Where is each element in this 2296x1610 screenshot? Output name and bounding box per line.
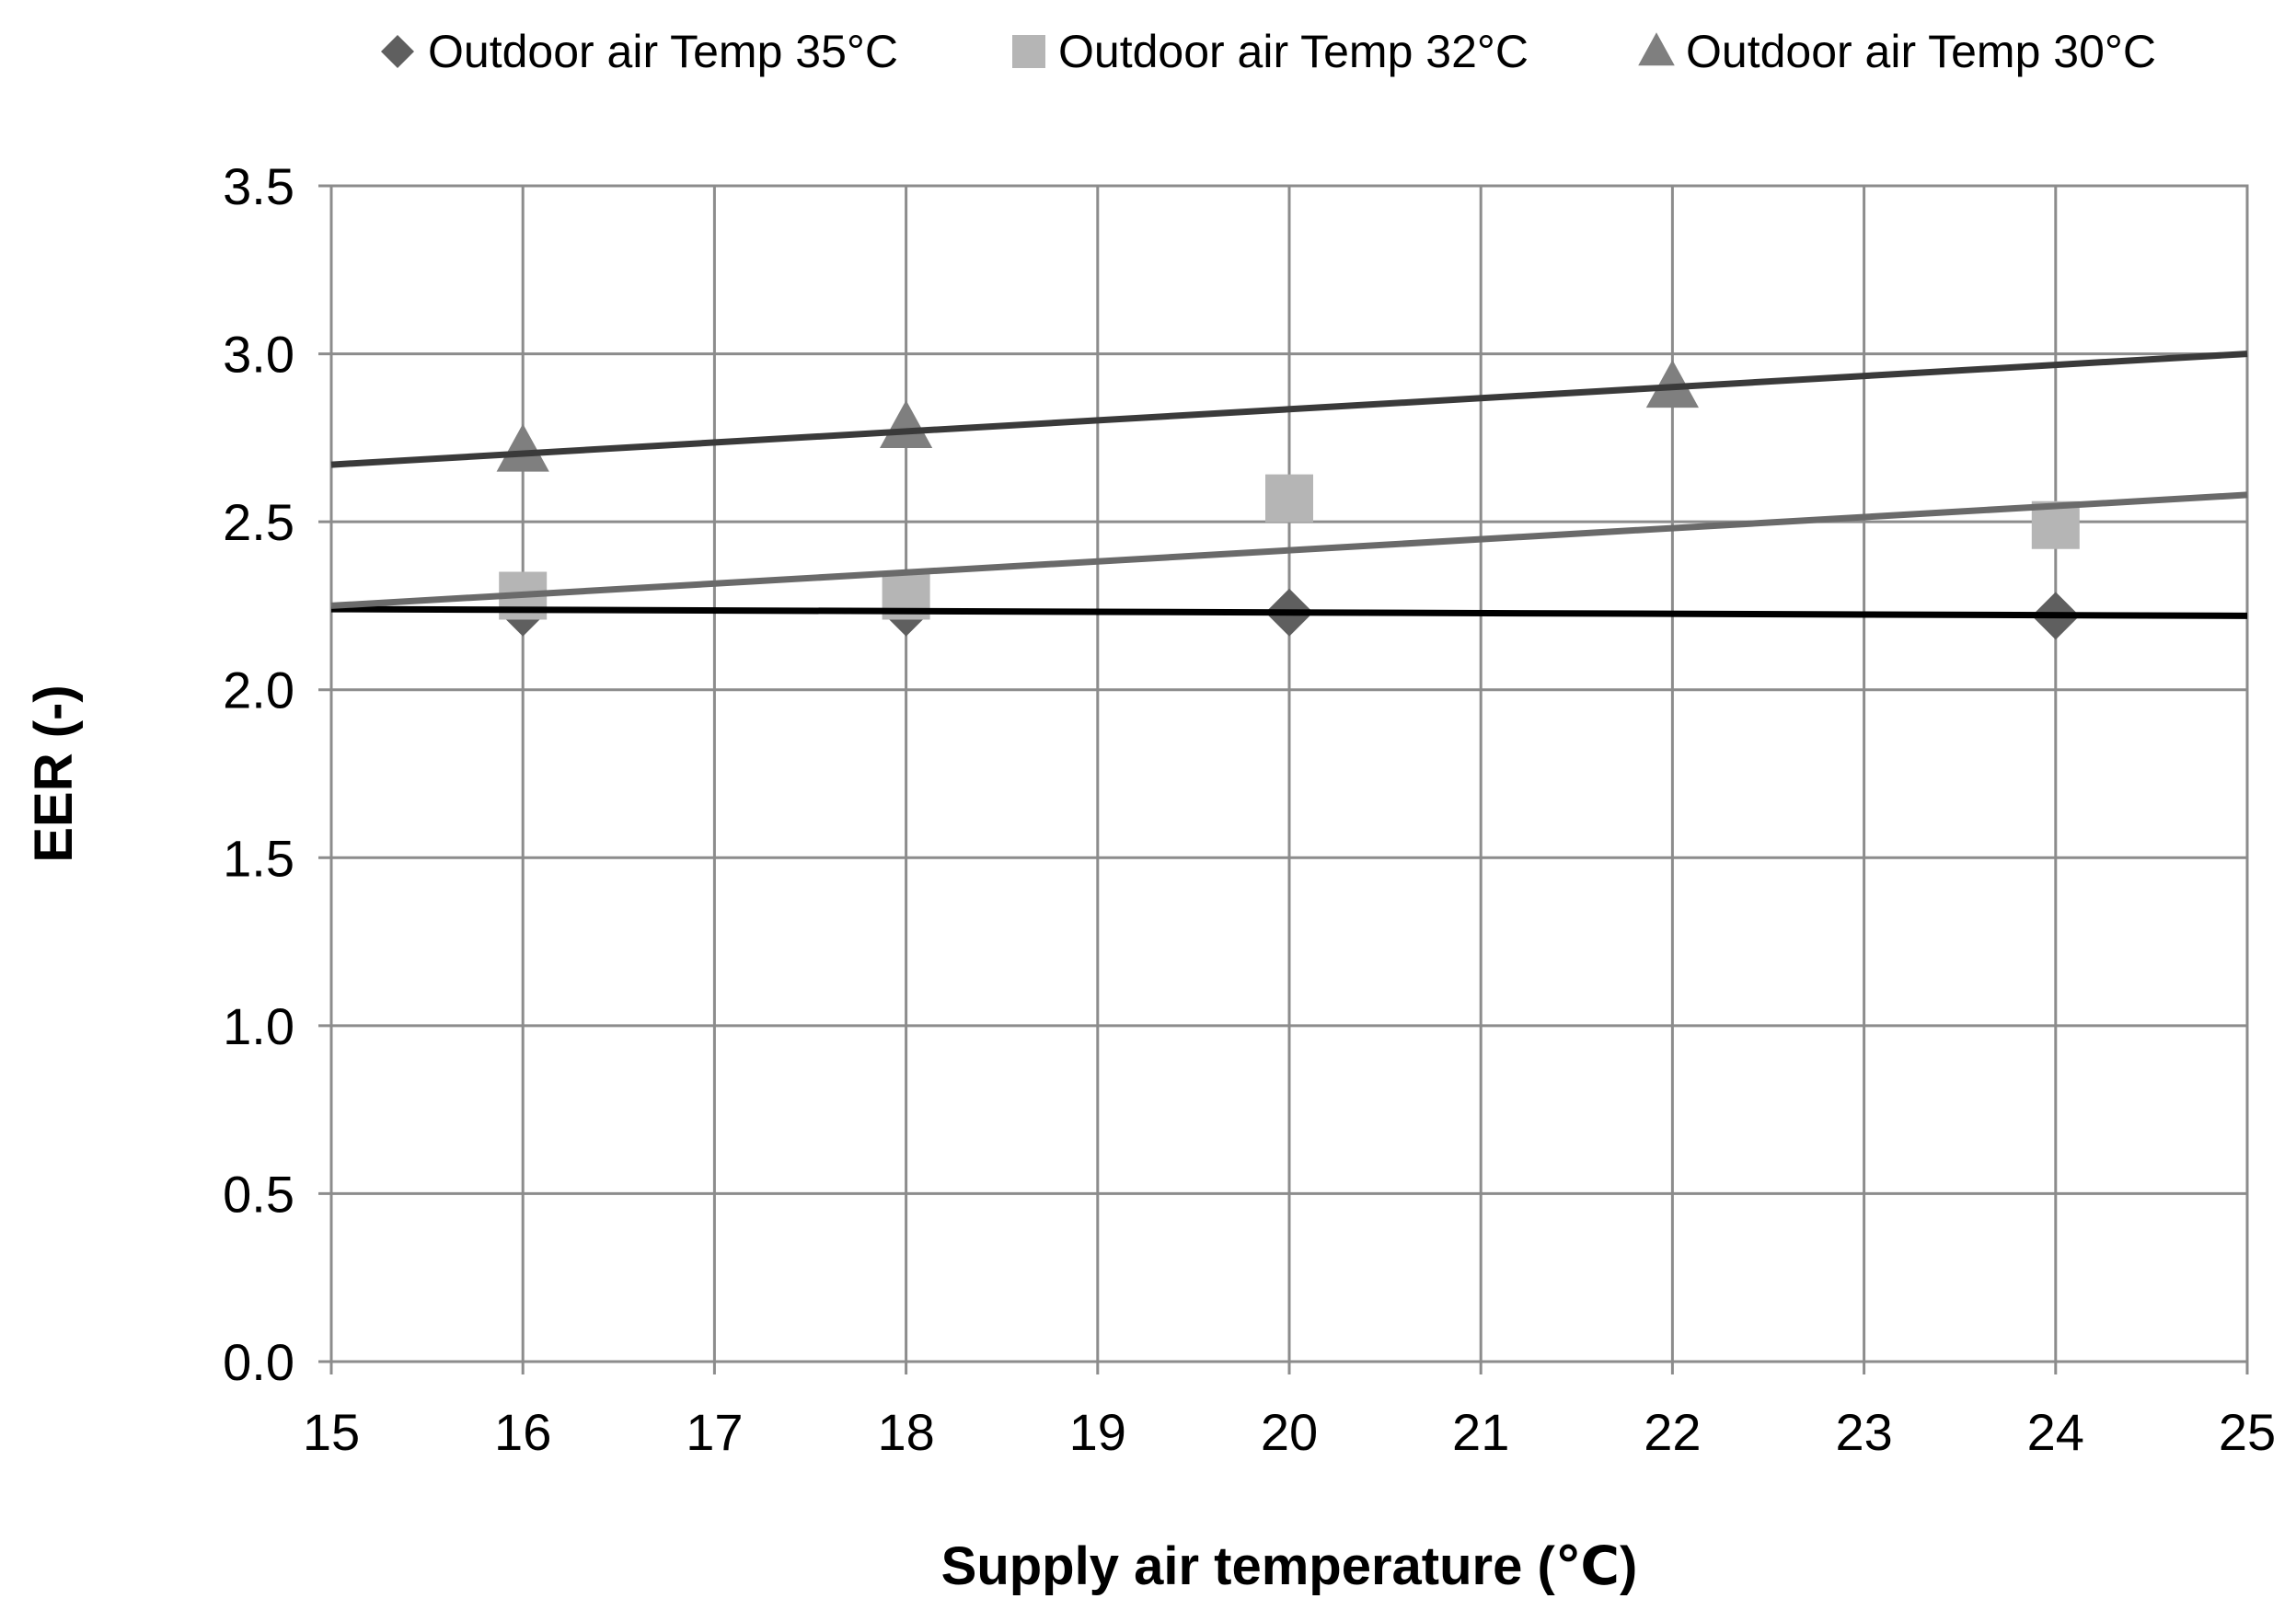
y-tick-label: 2.0 bbox=[223, 661, 294, 719]
legend-item-30: Outdoor air Temp 30°C bbox=[1638, 26, 2156, 77]
x-tick-label: 21 bbox=[1452, 1403, 1509, 1461]
x-tick-label: 24 bbox=[2027, 1403, 2084, 1461]
x-axis-title: Supply air temperature (℃) bbox=[941, 1536, 1638, 1596]
point-triangle bbox=[1645, 360, 1699, 408]
tick-labels: 15 16 17 18 19 20 21 22 23 24 25 0.0 0.5 1.0 1.5 2.0 2.5… bbox=[223, 157, 2276, 1461]
legend-marker-square bbox=[1012, 35, 1045, 68]
y-tick-label: 3.5 bbox=[223, 157, 294, 215]
point-square bbox=[2031, 500, 2080, 549]
y-tick-label: 1.5 bbox=[223, 829, 294, 887]
trendline bbox=[330, 605, 2248, 619]
grid bbox=[318, 184, 2249, 1374]
point-triangle bbox=[496, 423, 549, 472]
y-axis-title: EER (-) bbox=[24, 684, 84, 862]
legend-label-35: Outdoor air Temp 35°C bbox=[428, 26, 898, 77]
legend-marker-triangle bbox=[1638, 32, 1675, 66]
legend-label-30: Outdoor air Temp 30°C bbox=[1686, 26, 2156, 77]
point-square bbox=[882, 571, 930, 620]
x-tick-label: 23 bbox=[1835, 1403, 1892, 1461]
plot-border bbox=[329, 184, 2249, 1363]
trendline bbox=[330, 491, 2248, 609]
y-tick-label: 2.5 bbox=[223, 493, 294, 551]
legend-item-35: Outdoor air Temp 35°C bbox=[381, 26, 898, 77]
y-tick-label: 3.0 bbox=[223, 326, 294, 384]
point-triangle bbox=[880, 400, 933, 449]
legend: Outdoor air Temp 35°C Outdoor air Temp 3… bbox=[381, 26, 2156, 77]
y-tick-label: 0.0 bbox=[223, 1333, 294, 1391]
x-tick-label: 22 bbox=[1644, 1403, 1701, 1461]
x-tick-label: 15 bbox=[303, 1403, 360, 1461]
x-tick-label: 17 bbox=[686, 1403, 743, 1461]
y-tick-label: 1.0 bbox=[223, 997, 294, 1055]
y-tick-label: 0.5 bbox=[223, 1165, 294, 1223]
x-tick-label: 19 bbox=[1069, 1403, 1126, 1461]
legend-item-32: Outdoor air Temp 32°C bbox=[1012, 26, 1529, 77]
trendlines bbox=[330, 351, 2248, 619]
x-tick-label: 18 bbox=[877, 1403, 934, 1461]
trendline bbox=[330, 351, 2248, 468]
x-tick-label: 16 bbox=[494, 1403, 551, 1461]
point-square bbox=[1265, 474, 1313, 523]
x-tick-label: 20 bbox=[1261, 1403, 1318, 1461]
x-tick-label: 25 bbox=[2219, 1403, 2276, 1461]
legend-label-32: Outdoor air Temp 32°C bbox=[1058, 26, 1529, 77]
legend-marker-diamond bbox=[381, 35, 414, 68]
